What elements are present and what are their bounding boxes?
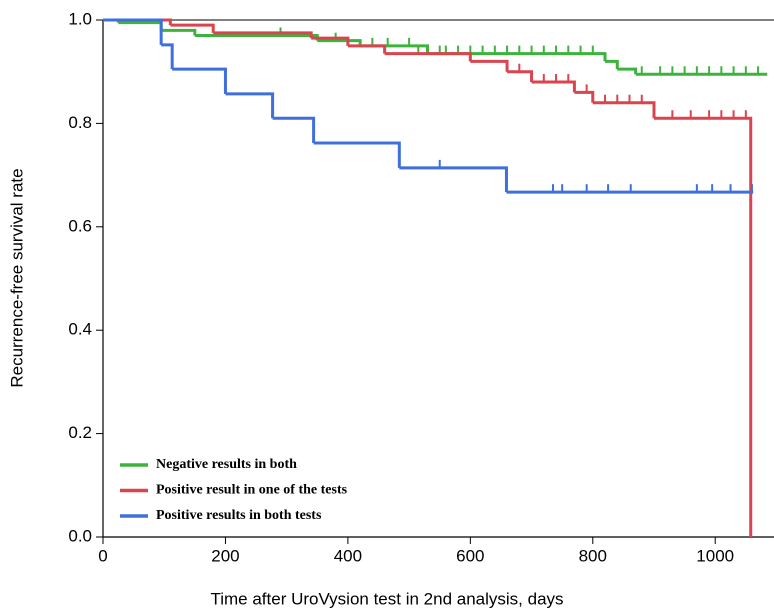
survival-step [347,44,387,54]
x-tick-label: 400 [334,546,362,565]
x-tick-label: 1000 [696,546,734,565]
y-axis-label: Recurrence-free survival rate [7,168,26,387]
survival-step [161,28,197,36]
survival-step [118,21,163,31]
survival-step [194,34,319,41]
survival-step [470,59,509,72]
x-tick-label: 800 [579,546,607,565]
survival-step [161,43,174,70]
x-tick-label: 600 [456,546,484,565]
survival-step [574,90,595,103]
survival-step [531,80,576,93]
y-tick-label: 0.6 [68,216,92,235]
survival-step [311,36,350,46]
legend-label: Negative results in both [156,457,297,472]
survival-step [427,52,607,62]
x-tick-label: 200 [211,546,239,565]
survival-step [313,141,401,168]
legend-label: Positive results in both tests [156,508,322,523]
survival-step [384,52,472,62]
survival-step [103,18,163,45]
y-tick-label: 0.0 [68,526,92,545]
y-tick-label: 0.4 [68,320,92,339]
y-tick-label: 0.8 [68,113,92,132]
survival-step [213,31,313,39]
survival-step [605,59,619,70]
survival-step [225,92,275,119]
survival-step [172,67,227,94]
legend-label: Positive result in one of the tests [156,483,348,498]
y-tick-label: 1.0 [68,9,92,28]
x-tick-label: 0 [98,546,107,565]
survival-step [617,67,638,75]
survival-step [592,101,656,119]
survival-step [272,116,316,144]
y-tick-label: 0.2 [68,423,92,442]
survival-step [399,166,508,193]
x-axis-label: Time after UroVysion test in 2nd analysi… [210,589,563,608]
survival-step [170,23,215,33]
survival-step [654,116,753,537]
survival-step [317,39,362,46]
survival-step [507,70,534,83]
